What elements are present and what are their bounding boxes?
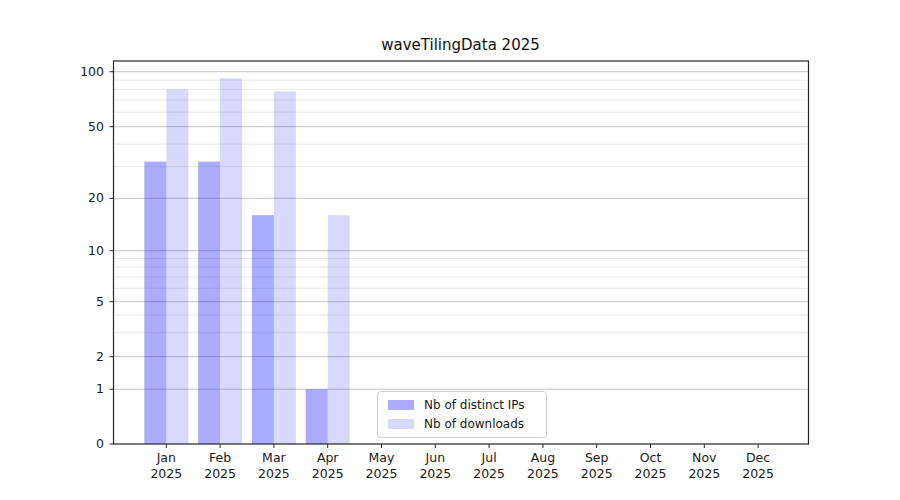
y-tick-label-0: 0 — [0, 437, 104, 451]
legend-label-distinct-ips: Nb of distinct IPs — [424, 398, 525, 412]
bar-nb-of-distinct-ips-apr-2025 — [306, 389, 328, 444]
y-tick-label-2: 2 — [0, 350, 104, 364]
legend: Nb of distinct IPs Nb of downloads — [377, 391, 547, 438]
legend-swatch-distinct-ips-icon — [388, 400, 414, 410]
y-tick-label-1: 1 — [0, 382, 104, 396]
bar-nb-of-downloads-mar-2025 — [274, 91, 296, 444]
x-tick-label-sep-2025: Sep 2025 — [569, 450, 625, 482]
bar-nb-of-distinct-ips-mar-2025 — [252, 215, 274, 444]
y-tick-label-5: 5 — [0, 295, 104, 309]
x-tick-label-jun-2025: Jun 2025 — [407, 450, 463, 482]
y-tick-label-100: 100 — [0, 65, 104, 79]
x-tick-label-feb-2025: Feb 2025 — [192, 450, 248, 482]
bar-nb-of-distinct-ips-feb-2025 — [198, 162, 220, 444]
bar-nb-of-downloads-apr-2025 — [328, 215, 350, 444]
x-tick-label-mar-2025: Mar 2025 — [246, 450, 302, 482]
bar-nb-of-downloads-jan-2025 — [166, 89, 188, 444]
figure: waveTilingData 2025 0125102050100 Jan 20… — [0, 0, 900, 500]
bar-nb-of-distinct-ips-jan-2025 — [144, 162, 166, 444]
x-tick-label-may-2025: May 2025 — [354, 450, 410, 482]
x-tick-label-oct-2025: Oct 2025 — [623, 450, 679, 482]
legend-label-downloads: Nb of downloads — [424, 417, 524, 431]
y-tick-label-50: 50 — [0, 120, 104, 134]
y-tick-label-20: 20 — [0, 191, 104, 205]
legend-row-downloads: Nb of downloads — [384, 417, 540, 431]
legend-swatch-downloads-icon — [388, 419, 414, 429]
x-tick-label-jul-2025: Jul 2025 — [461, 450, 517, 482]
x-tick-label-aug-2025: Aug 2025 — [515, 450, 571, 482]
x-tick-label-jan-2025: Jan 2025 — [138, 450, 194, 482]
x-tick-label-apr-2025: Apr 2025 — [300, 450, 356, 482]
x-tick-label-dec-2025: Dec 2025 — [730, 450, 786, 482]
y-tick-label-10: 10 — [0, 244, 104, 258]
bar-nb-of-downloads-feb-2025 — [220, 78, 242, 444]
legend-row-distinct-ips: Nb of distinct IPs — [384, 398, 540, 412]
x-tick-label-nov-2025: Nov 2025 — [676, 450, 732, 482]
